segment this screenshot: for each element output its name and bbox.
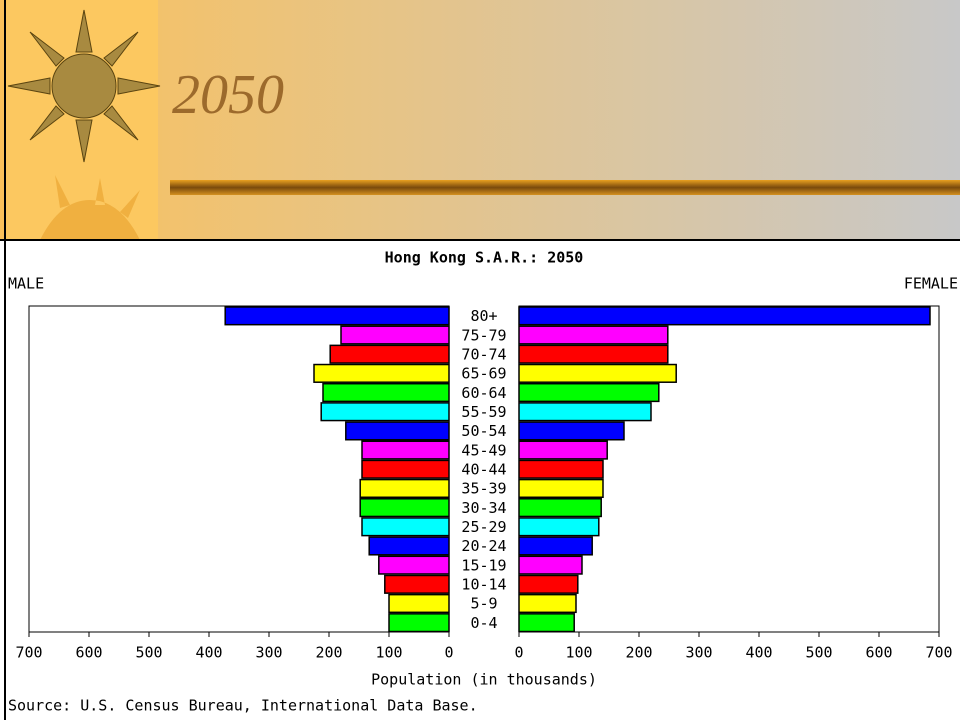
bar — [368, 536, 450, 556]
x-tick-label: 0 — [514, 644, 523, 662]
bar — [518, 402, 652, 422]
sun-watermark — [40, 175, 140, 240]
x-tick-label: 200 — [315, 644, 342, 662]
bar — [518, 382, 660, 403]
bar — [518, 536, 593, 556]
source: Source: U.S. Census Bureau, Internationa… — [8, 697, 478, 715]
age-label: 40-44 — [461, 461, 506, 479]
age-label: 75-79 — [461, 326, 506, 344]
bar — [320, 402, 450, 422]
bar — [518, 498, 602, 518]
bar — [518, 306, 931, 326]
x-axis-label: Population (in thousands) — [371, 671, 597, 689]
x-tick-label: 400 — [745, 644, 772, 662]
male-label: MALE — [8, 275, 44, 293]
bar — [224, 306, 450, 326]
age-label: 0-4 — [470, 614, 497, 632]
age-label: 55-59 — [461, 403, 506, 421]
x-tick-label: 300 — [685, 644, 712, 662]
age-label: 25-29 — [461, 518, 506, 536]
bar — [388, 613, 450, 633]
age-label: 5-9 — [470, 595, 497, 613]
bar — [361, 459, 450, 479]
bar — [518, 440, 608, 460]
bar — [340, 325, 450, 345]
bar — [378, 555, 450, 575]
bar — [345, 421, 450, 441]
bar — [313, 363, 450, 383]
age-label: 80+ — [470, 307, 497, 325]
age-label: 60-64 — [461, 384, 506, 402]
age-label: 30-34 — [461, 499, 506, 517]
x-tick-label: 200 — [625, 644, 652, 662]
bar — [518, 555, 583, 575]
age-label: 35-39 — [461, 480, 506, 498]
bar — [518, 593, 577, 614]
slide-title: 2050 — [172, 64, 284, 126]
x-tick-label: 600 — [75, 644, 102, 662]
age-label: 10-14 — [461, 576, 506, 594]
bar — [518, 344, 669, 364]
age-label: 65-69 — [461, 365, 506, 383]
bar — [518, 325, 669, 345]
age-label: 50-54 — [461, 422, 506, 440]
x-tick-label: 700 — [15, 644, 42, 662]
x-tick-label: 100 — [375, 644, 402, 662]
chart-title: Hong Kong S.A.R.: 2050 — [385, 249, 584, 267]
age-label: 70-74 — [461, 345, 506, 363]
bar — [361, 517, 450, 537]
bar — [361, 440, 450, 460]
bar — [518, 517, 600, 537]
sun-decoration — [7, 9, 161, 163]
bar — [518, 478, 604, 499]
x-tick-label: 500 — [805, 644, 832, 662]
age-label: 45-49 — [461, 441, 506, 459]
bar — [359, 478, 450, 499]
bar — [329, 344, 450, 364]
age-label: 15-19 — [461, 556, 506, 574]
bar — [388, 593, 450, 614]
header-bg — [0, 0, 960, 240]
bar — [384, 574, 450, 594]
x-tick-label: 0 — [444, 644, 453, 662]
bar — [359, 498, 450, 518]
bar — [518, 363, 677, 383]
bar — [518, 421, 625, 441]
x-tick-label: 400 — [195, 644, 222, 662]
title-rule — [170, 180, 960, 195]
bar — [322, 382, 450, 403]
female-label: FEMALE — [904, 275, 958, 293]
plot: 0 100 200 300 400 500 600 700 0 100 200 300 400 500 60… — [15, 305, 953, 662]
x-tick-label: 300 — [255, 644, 282, 662]
age-label: 20-24 — [461, 537, 506, 555]
x-tick-label: 500 — [135, 644, 162, 662]
bar — [518, 459, 604, 479]
bar — [518, 613, 575, 633]
x-tick-label: 100 — [565, 644, 592, 662]
x-tick-label: 700 — [925, 644, 952, 662]
x-tick-label: 600 — [865, 644, 892, 662]
bar — [518, 574, 579, 594]
